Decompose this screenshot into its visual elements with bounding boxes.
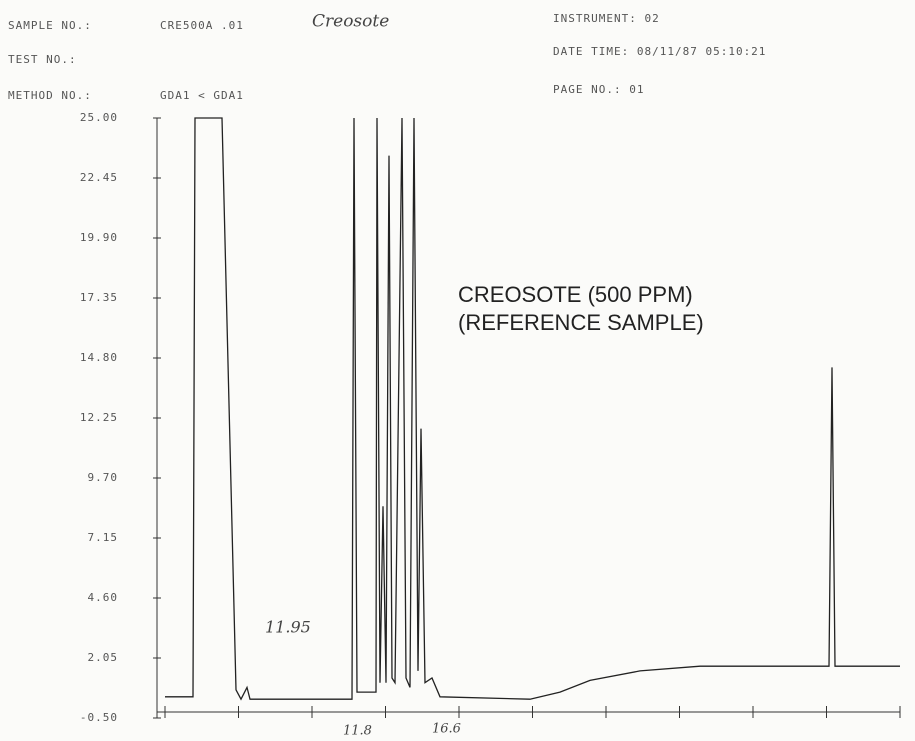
y-tick-label: -0.50 [80, 711, 118, 724]
y-tick-label: 2.05 [88, 651, 119, 664]
annotation: 11.95 [265, 618, 311, 637]
y-tick-label: 17.35 [80, 291, 118, 304]
trace [165, 117, 900, 701]
test-label: TEST NO.: [8, 53, 77, 66]
annotation: (REFERENCE SAMPLE) [458, 310, 704, 335]
sample: CRE500A .01 [160, 19, 244, 32]
annotation: 16.6 [432, 722, 461, 737]
sample-note: Creosote [312, 12, 389, 32]
instrument: INSTRUMENT: 02 [553, 12, 660, 25]
sample-label: SAMPLE NO.: [8, 19, 92, 32]
annotation: 11.8 [343, 724, 372, 739]
y-tick-label: 7.15 [88, 531, 119, 544]
y-tick-label: 14.80 [80, 351, 118, 364]
y-tick-label: 4.60 [88, 591, 119, 604]
y-tick-label: 22.45 [80, 171, 118, 184]
page: PAGE NO.: 01 [553, 83, 644, 96]
y-tick-label: 19.90 [80, 231, 118, 244]
y-tick-label: 12.25 [80, 411, 118, 424]
datetime: DATE TIME: 08/11/87 05:10:21 [553, 45, 766, 58]
method-label: METHOD NO.: [8, 89, 92, 102]
method: GDA1 < GDA1 [160, 89, 244, 102]
annotation: CREOSOTE (500 PPM) [458, 282, 693, 307]
y-tick-label: 9.70 [88, 471, 119, 484]
y-tick-label: 25.00 [80, 111, 118, 124]
